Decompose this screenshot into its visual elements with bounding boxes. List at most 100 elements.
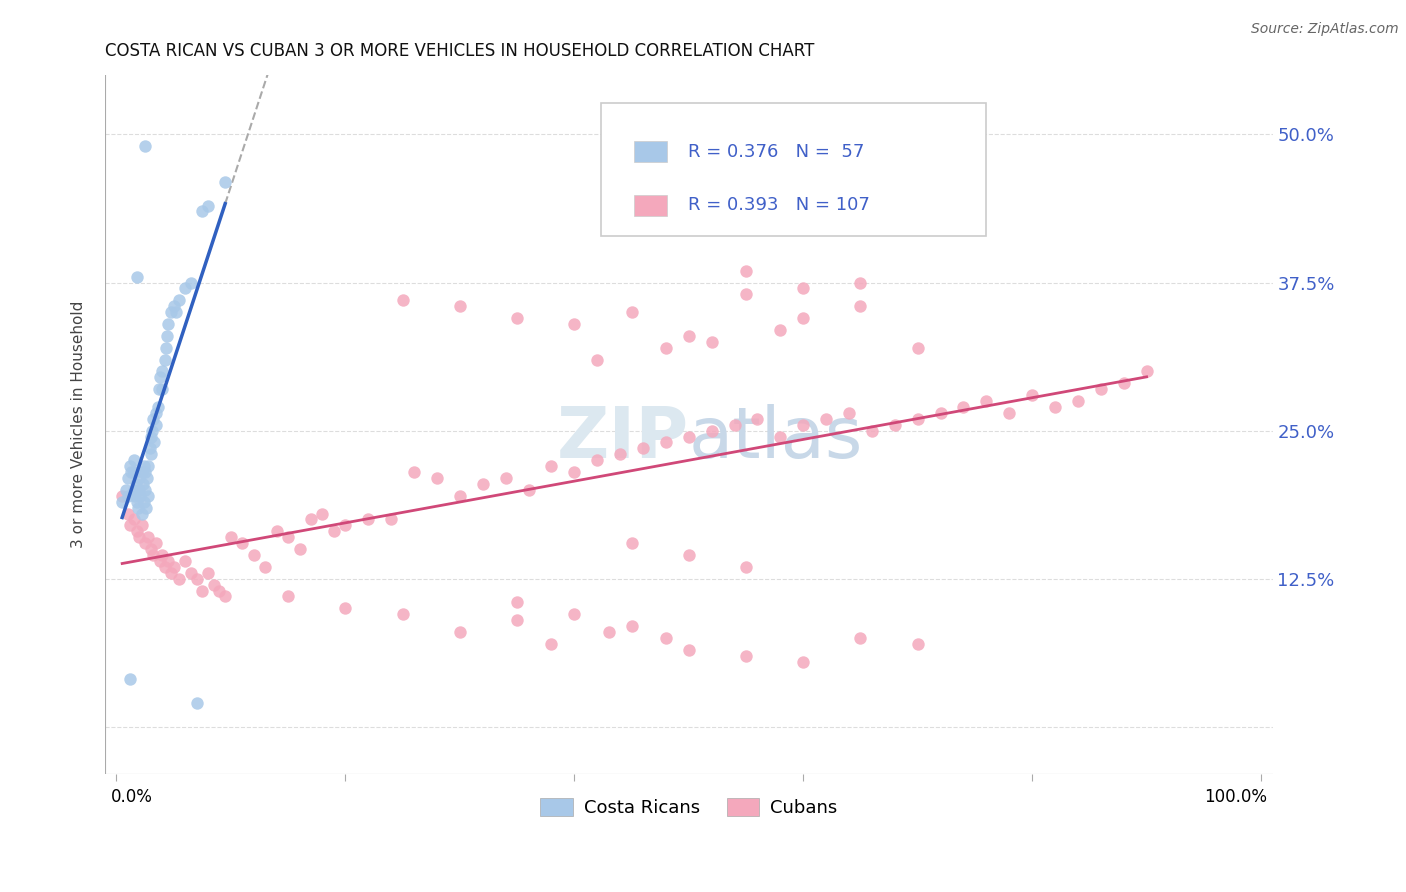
Point [117, 489, 139, 503]
Point [186, 696, 208, 710]
Point [142, 548, 165, 562]
Point [150, 364, 173, 378]
Point [540, 459, 562, 474]
FancyBboxPatch shape [602, 103, 987, 236]
Point [700, 334, 723, 349]
Point [120, 518, 142, 533]
Point [380, 512, 402, 526]
Point [311, 507, 333, 521]
Point [148, 382, 170, 396]
Point [125, 476, 148, 491]
Point [117, 471, 139, 485]
Point [998, 406, 1021, 420]
Point [128, 530, 150, 544]
Point [735, 263, 758, 277]
Point [849, 299, 872, 313]
Text: COSTA RICAN VS CUBAN 3 OR MORE VEHICLES IN HOUSEHOLD CORRELATION CHART: COSTA RICAN VS CUBAN 3 OR MORE VEHICLES … [105, 42, 814, 60]
Point [114, 483, 136, 497]
Point [517, 483, 540, 497]
Point [122, 453, 145, 467]
Legend: Costa Ricans, Cubans: Costa Ricans, Cubans [533, 790, 845, 824]
Point [131, 518, 153, 533]
Text: 0.0%: 0.0% [111, 789, 153, 806]
Point [254, 559, 277, 574]
Point [449, 489, 471, 503]
Point [735, 559, 758, 574]
Point [150, 382, 173, 396]
Point [136, 471, 159, 485]
Point [655, 435, 678, 450]
Point [655, 631, 678, 645]
Point [163, 299, 186, 313]
Point [111, 494, 134, 508]
Point [631, 442, 654, 456]
Point [299, 512, 322, 526]
Point [214, 175, 236, 189]
Point [163, 559, 186, 574]
Point [678, 429, 700, 443]
Point [907, 341, 929, 355]
Point [214, 590, 236, 604]
Point [128, 483, 150, 497]
Point [391, 293, 413, 308]
Point [156, 317, 179, 331]
Point [723, 417, 745, 432]
Point [335, 518, 357, 533]
Point [391, 607, 413, 622]
Point [1090, 382, 1112, 396]
Point [125, 524, 148, 539]
Point [609, 447, 631, 461]
Point [138, 442, 160, 456]
Text: R = 0.393   N = 107: R = 0.393 N = 107 [688, 196, 870, 214]
Point [678, 642, 700, 657]
Point [186, 572, 208, 586]
Point [792, 281, 814, 295]
Point [202, 577, 225, 591]
Point [243, 548, 266, 562]
Point [180, 566, 202, 580]
Point [146, 400, 169, 414]
Point [129, 489, 152, 503]
Point [1043, 400, 1066, 414]
Point [506, 613, 529, 627]
Point [471, 476, 494, 491]
Point [335, 601, 357, 615]
Point [125, 494, 148, 508]
Point [160, 305, 183, 319]
Point [266, 524, 288, 539]
Point [120, 465, 142, 479]
Point [769, 429, 792, 443]
Text: ZIP: ZIP [557, 404, 689, 473]
Point [540, 637, 562, 651]
Point [122, 483, 145, 497]
Point [562, 465, 585, 479]
Point [449, 624, 471, 639]
Point [792, 655, 814, 669]
Point [586, 352, 609, 367]
Point [700, 424, 723, 438]
Text: Source: ZipAtlas.com: Source: ZipAtlas.com [1251, 22, 1399, 37]
Point [132, 494, 155, 508]
Point [1112, 376, 1135, 391]
Point [117, 507, 139, 521]
Point [145, 406, 167, 420]
Text: 100.0%: 100.0% [1204, 789, 1267, 806]
Point [357, 512, 380, 526]
FancyBboxPatch shape [634, 194, 668, 216]
Point [231, 536, 253, 550]
Point [142, 411, 165, 425]
Point [747, 411, 769, 425]
Point [156, 328, 179, 343]
Point [219, 530, 242, 544]
Point [139, 542, 162, 557]
Point [769, 323, 792, 337]
Point [506, 311, 529, 326]
Point [143, 435, 166, 450]
Point [150, 548, 173, 562]
Point [191, 204, 214, 219]
Point [678, 548, 700, 562]
Point [277, 590, 299, 604]
Point [598, 624, 620, 639]
Point [288, 542, 311, 557]
Point [139, 447, 162, 461]
